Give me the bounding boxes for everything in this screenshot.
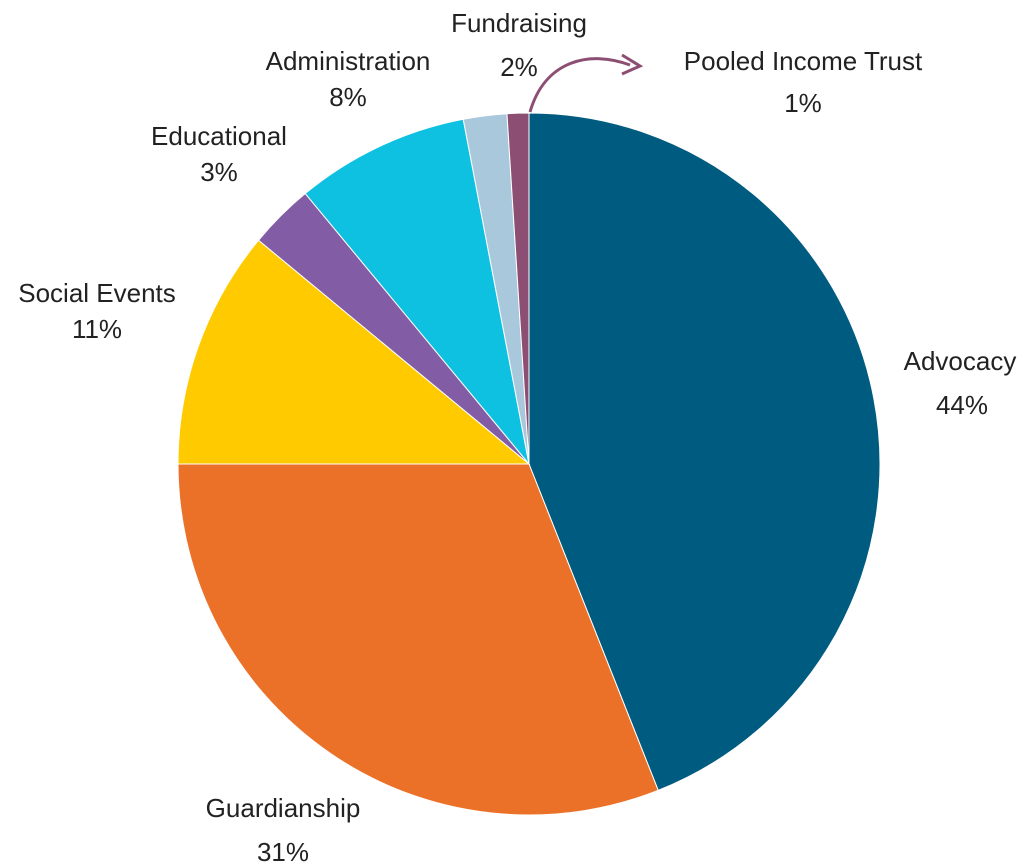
slice-label-fundraising-name: Fundraising <box>451 8 587 38</box>
slice-label-administration-value: 8% <box>329 82 367 112</box>
slice-label-fundraising-value: 2% <box>500 52 538 82</box>
pie-slices <box>177 112 881 816</box>
slice-label-social-events: Social Events 11% <box>18 278 176 344</box>
slice-label-educational: Educational 3% <box>151 121 287 187</box>
slice-label-social-events-value: 11% <box>72 314 122 344</box>
slice-label-fundraising: Fundraising 2% <box>451 8 587 82</box>
slice-label-advocacy-value: 44% <box>936 390 988 420</box>
pie-slice-pooled-income-trust <box>506 112 530 465</box>
callout-arrowhead <box>621 53 644 76</box>
slice-label-pooled-income-trust: Pooled Income Trust 1% <box>684 46 923 118</box>
slice-label-guardianship-name: Guardianship <box>206 793 361 823</box>
slice-label-pooled-income-trust-name: Pooled Income Trust <box>684 46 923 76</box>
pie-slice-guardianship <box>177 463 659 816</box>
slice-label-advocacy-name: Advocacy <box>904 346 1017 376</box>
slice-label-educational-name: Educational <box>151 121 287 151</box>
slice-label-educational-value: 3% <box>200 157 238 187</box>
slice-label-administration-name: Administration <box>266 46 431 76</box>
slice-label-social-events-name: Social Events <box>18 278 176 308</box>
pie-slice-social-events <box>177 239 531 465</box>
slice-label-pooled-income-trust-value: 1% <box>784 88 822 118</box>
pie-slice-administration <box>304 118 530 465</box>
slice-label-advocacy: Advocacy 44% <box>904 346 1017 420</box>
slice-label-administration: Administration 8% <box>266 46 431 112</box>
pie-slice-advocacy <box>528 112 881 791</box>
callout-arrow <box>528 57 631 113</box>
slice-label-guardianship-value: 31% <box>257 837 309 867</box>
slice-label-guardianship: Guardianship 31% <box>206 793 361 867</box>
